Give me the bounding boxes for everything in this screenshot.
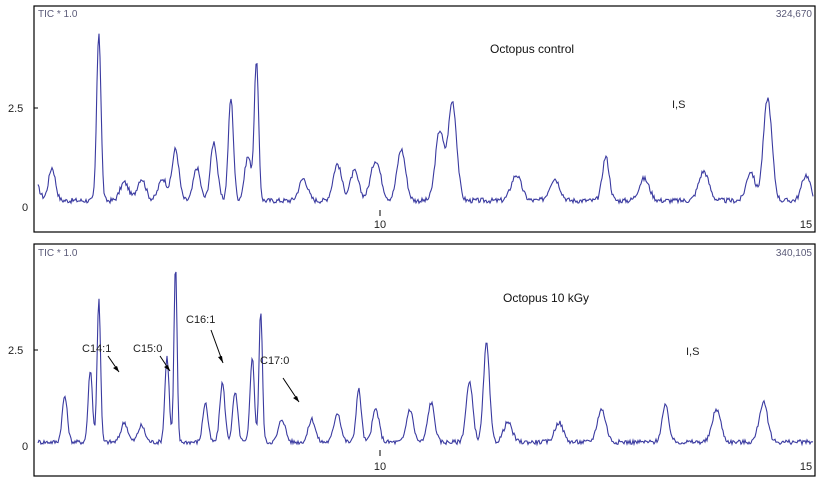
panel-10kgy-ytick-2.5: 2.5 <box>8 345 23 357</box>
annotation-c14-1-arrowhead <box>113 366 119 372</box>
panel-10kgy-title: Octopus 10 kGy <box>503 291 589 305</box>
panel-control-trace <box>37 33 814 205</box>
panel-10kgy-ytick-0: 0 <box>22 441 28 453</box>
panel-10kgy-xtick-10: 10 <box>374 461 386 473</box>
panel-control-xtick-15: 15 <box>800 219 812 231</box>
annotation-c17-0-arrowhead <box>293 396 299 402</box>
panel-10kgy-annotation-is: I,S <box>686 346 699 358</box>
panel-control-xtick-10: 10 <box>374 219 386 231</box>
annotation-c17-0: C17:0 <box>260 355 289 367</box>
panel-10kgy-trace <box>37 271 814 447</box>
panel-control-title: Octopus control <box>490 42 574 56</box>
panel-control-header-left: TIC * 1.0 <box>38 9 78 20</box>
panel-10kgy-header-left: TIC * 1.0 <box>38 248 78 259</box>
panel-10kgy: TIC * 1.0 340,105 Octopus 10 kGy 2.5 0 1… <box>8 243 816 477</box>
annotation-c14-1: C14:1 <box>82 343 111 355</box>
panel-control: TIC * 1.0 324,670 Octopus control 2.5 0 … <box>8 5 816 233</box>
panel-control-annotation-is: I,S <box>672 99 685 111</box>
panel-control-header-right: 324,670 <box>776 9 813 20</box>
annotation-c15-0-arrowhead <box>164 365 170 371</box>
panel-control-ytick-2.5: 2.5 <box>8 103 23 115</box>
panel-10kgy-frame <box>33 243 816 477</box>
panel-control-frame <box>33 5 816 233</box>
annotation-c15-0: C15:0 <box>133 343 162 355</box>
panel-10kgy-xtick-15: 15 <box>800 461 812 473</box>
annotation-c16-1: C16:1 <box>186 314 215 326</box>
panel-10kgy-header-right: 340,105 <box>776 248 813 259</box>
panel-control-ytick-0: 0 <box>22 202 28 214</box>
annotation-c16-1-arrowhead <box>218 356 223 363</box>
